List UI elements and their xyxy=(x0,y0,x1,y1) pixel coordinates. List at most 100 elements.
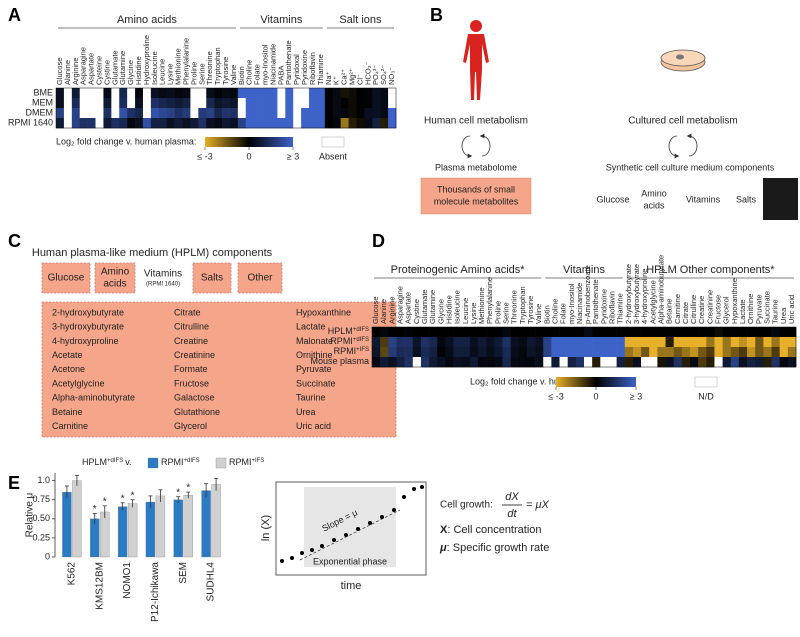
legend-label-main: RPMI xyxy=(229,457,252,467)
column-label: Folate xyxy=(559,303,568,324)
column-label: Alanine xyxy=(379,299,388,324)
heat-cell xyxy=(372,108,381,119)
heat-cell xyxy=(127,118,136,129)
heat-cell xyxy=(142,98,152,109)
legend-prefix: HPLM+dIFS v. xyxy=(82,457,132,467)
heat-cell xyxy=(87,88,96,99)
heat-cell xyxy=(206,118,215,129)
heat-cell xyxy=(608,337,617,348)
bar xyxy=(183,494,193,558)
column-label: Pyridoxine xyxy=(300,50,309,85)
heat-cell xyxy=(87,118,96,129)
phase-label: Exponential phase xyxy=(313,556,387,566)
column-label: Niacinamide xyxy=(268,44,277,85)
heat-cell xyxy=(747,357,756,368)
heat-cell xyxy=(429,357,438,368)
heat-cell xyxy=(714,327,723,338)
heat-cell xyxy=(79,88,88,99)
legend-prefix-sup: +dIFS xyxy=(107,458,123,464)
heat-cell xyxy=(673,327,683,338)
heat-cell xyxy=(730,327,740,338)
heat-cell xyxy=(285,108,294,119)
heat-cell xyxy=(332,118,341,129)
heat-cell xyxy=(787,357,797,368)
heat-cell xyxy=(518,347,528,358)
heat-cell xyxy=(526,347,536,358)
heat-cell xyxy=(309,118,318,129)
legend-tick-label: 0 xyxy=(246,151,251,161)
significance: * xyxy=(131,490,135,501)
heat-cell xyxy=(412,337,422,348)
column-label: Histidine xyxy=(444,295,453,324)
heat-cell xyxy=(429,347,438,358)
other-component: 2-hydroxybutyrate xyxy=(52,307,124,317)
heat-cell xyxy=(380,118,389,129)
other-component: Pyruvate xyxy=(296,364,332,374)
y-tick-label: 1.0 xyxy=(37,475,50,485)
heat-cell xyxy=(87,98,96,109)
heat-cell xyxy=(575,357,585,368)
other-component: Creatine xyxy=(174,336,208,346)
other-component: Betaine xyxy=(52,407,83,417)
other-component: Malonate xyxy=(296,336,333,346)
group-header: Amino acids xyxy=(117,14,177,26)
heat-cell xyxy=(63,118,73,129)
heat-cell xyxy=(453,357,462,368)
heat-cell xyxy=(429,337,438,348)
heat-cell xyxy=(380,357,389,368)
heat-cell xyxy=(237,108,247,119)
heat-cell xyxy=(277,88,286,99)
other-component: Glutathione xyxy=(174,407,220,417)
column-label: PO₄³⁻ xyxy=(371,65,380,85)
heat-cell xyxy=(771,347,780,358)
column-label: Threonine xyxy=(205,51,214,85)
heat-cell xyxy=(437,347,446,358)
heat-cell xyxy=(526,357,536,368)
heat-cell xyxy=(649,357,658,368)
heat-cell xyxy=(198,88,207,99)
heat-cell xyxy=(698,357,707,368)
heat-cell xyxy=(372,337,381,348)
column-label: Biotin xyxy=(542,305,551,324)
b-left-box: molecule metabolites xyxy=(434,196,519,206)
y-axis-label: Relative μ xyxy=(25,492,36,537)
heat-cell xyxy=(301,118,310,129)
heat-cell xyxy=(494,347,503,358)
row-label: Mouse plasma xyxy=(310,356,369,366)
heat-cell xyxy=(510,357,520,368)
definition-text: : Specific growth rate xyxy=(447,542,550,554)
heat-cell xyxy=(714,337,723,348)
heat-cell xyxy=(277,108,286,119)
heat-cell xyxy=(706,347,715,358)
heat-cell xyxy=(624,337,634,348)
heat-cell xyxy=(158,108,167,119)
column-label: Pantothenate xyxy=(591,279,600,324)
heat-border xyxy=(55,87,397,129)
column-label: Cl⁻ xyxy=(355,74,364,85)
heat-cell xyxy=(445,357,454,368)
heat-cell xyxy=(469,347,479,358)
human-figure xyxy=(463,20,489,100)
heat-cell xyxy=(182,88,191,99)
absent-label: N/D xyxy=(698,391,714,401)
panel-letter: A xyxy=(8,5,21,25)
heat-cell xyxy=(127,108,136,119)
heat-cell xyxy=(584,337,593,348)
heat-cell xyxy=(681,337,691,348)
heat-cell xyxy=(771,357,780,368)
heat-cell xyxy=(575,347,585,358)
heat-cell xyxy=(206,98,215,109)
column-label: Glutamate xyxy=(420,289,429,324)
heat-cell xyxy=(600,357,609,368)
heat-cell xyxy=(56,98,65,109)
bar xyxy=(90,518,100,558)
heat-cell xyxy=(755,327,764,338)
definition: μ: Specific growth rate xyxy=(439,542,549,554)
heat-cell xyxy=(95,88,104,99)
phase-region xyxy=(304,487,396,567)
column-label: Uric acid xyxy=(787,295,796,324)
color-bar xyxy=(556,377,636,387)
column-label: Betaine xyxy=(665,299,674,324)
heat-cell xyxy=(698,337,707,348)
column-label: Tryptophan xyxy=(213,47,222,85)
